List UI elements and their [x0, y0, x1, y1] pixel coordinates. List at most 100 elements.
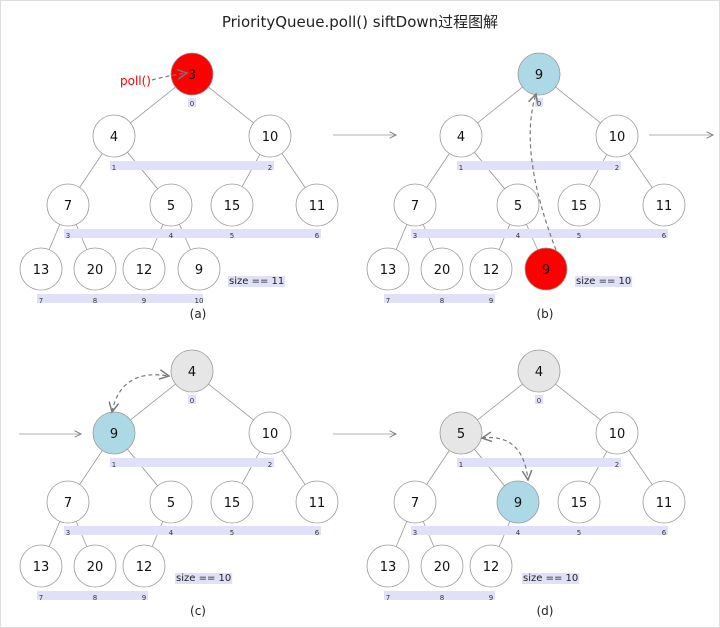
size-label-bg [522, 573, 580, 584]
heap-node [46, 480, 90, 524]
node-value: 3 [188, 68, 196, 83]
size-label: size == 10 [176, 573, 231, 584]
index-label: 5 [230, 232, 234, 240]
index-bar [37, 294, 203, 303]
node-value: 9 [514, 496, 522, 511]
heap-node [177, 247, 221, 291]
heap-node [73, 247, 117, 291]
index-bar [188, 395, 196, 404]
index-label: 4 [169, 529, 174, 537]
index-label: 6 [315, 232, 320, 240]
swap-arrow [112, 375, 169, 412]
node-value: 5 [167, 199, 175, 214]
heap-node [73, 544, 117, 588]
index-label: 0 [537, 397, 541, 405]
heap-node [595, 411, 639, 455]
index-label: 1 [112, 461, 116, 469]
index-bar [188, 98, 196, 107]
tree-edge [395, 521, 408, 547]
heap-node [149, 183, 193, 227]
node-value: 13 [380, 560, 397, 575]
node-value: 10 [262, 130, 279, 145]
size-label-bg [228, 276, 286, 287]
index-label: 3 [66, 232, 70, 240]
tree-edge [588, 154, 608, 187]
heap-node [393, 183, 437, 227]
node-value: 15 [571, 496, 588, 511]
tree-edge [477, 86, 523, 124]
node-value: 15 [224, 496, 241, 511]
index-label: 2 [615, 164, 619, 172]
index-bar [384, 591, 495, 600]
index-label: 7 [39, 594, 43, 602]
tree-edge [48, 521, 61, 547]
index-label: 1 [459, 461, 463, 469]
node-value: 4 [535, 365, 543, 380]
node-value: 20 [87, 263, 104, 278]
node-value: 7 [64, 496, 72, 511]
node-value: 12 [136, 263, 153, 278]
index-bar [384, 294, 495, 303]
index-label: 1 [459, 164, 463, 172]
heap-node [496, 183, 540, 227]
index-label: 4 [516, 232, 521, 240]
heap-node [170, 52, 214, 96]
tree-edge [555, 86, 601, 124]
tree-edge [127, 151, 158, 190]
heap-node [557, 183, 601, 227]
tree-edge [555, 383, 601, 421]
tree-edge [628, 153, 653, 188]
index-bar [457, 458, 621, 467]
heap-node [557, 480, 601, 524]
index-label: 7 [39, 297, 43, 305]
tree-edge [79, 153, 103, 188]
heap-node [420, 247, 464, 291]
index-label: 9 [489, 297, 493, 305]
node-value: 4 [110, 130, 118, 145]
node-value: 12 [483, 560, 500, 575]
heap-node [642, 480, 686, 524]
heap-node [122, 247, 166, 291]
heap-node [469, 247, 513, 291]
index-label: 3 [413, 529, 417, 537]
index-bar [535, 98, 543, 107]
node-value: 11 [656, 199, 673, 214]
index-bar [457, 161, 621, 170]
heap-node [469, 544, 513, 588]
tree-edge [48, 224, 61, 250]
size-label-bg [175, 573, 233, 584]
index-label: 3 [66, 529, 70, 537]
index-bar [64, 229, 321, 238]
heap-node [92, 114, 136, 158]
index-label: 4 [516, 529, 521, 537]
index-label: 5 [577, 232, 581, 240]
size-label: size == 10 [576, 276, 631, 287]
heap-node [524, 247, 568, 291]
node-value: 11 [656, 496, 673, 511]
index-label: 0 [537, 100, 541, 108]
node-value: 10 [609, 427, 626, 442]
swap-arrow [482, 438, 528, 480]
index-label: 9 [489, 594, 493, 602]
index-label: 1 [112, 164, 116, 172]
size-label: size == 11 [229, 276, 284, 287]
index-label: 8 [440, 297, 444, 305]
node-value: 11 [309, 496, 326, 511]
node-value: 20 [434, 560, 451, 575]
node-value: 11 [309, 199, 326, 214]
tree-edge [127, 448, 158, 487]
heap-node [642, 183, 686, 227]
node-value: 7 [411, 496, 419, 511]
node-value: 5 [457, 427, 465, 442]
index-bar [110, 161, 274, 170]
node-value: 9 [110, 427, 118, 442]
index-label: 2 [268, 461, 272, 469]
heap-node [295, 480, 339, 524]
node-value: 10 [609, 130, 626, 145]
index-label: 9 [142, 594, 146, 602]
